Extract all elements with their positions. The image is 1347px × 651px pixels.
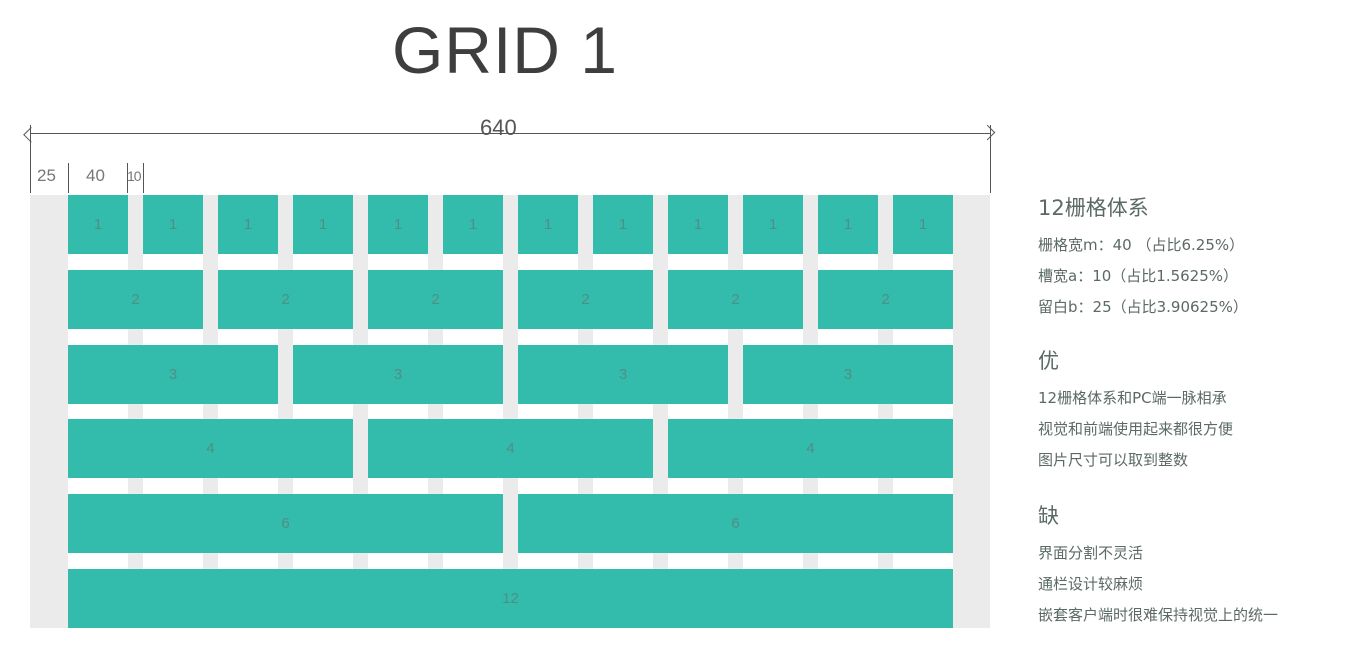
pros-line: 视觉和前端使用起来都很方便 xyxy=(1038,420,1234,438)
grid-column xyxy=(68,195,128,628)
pros-line: 图片尺寸可以取到整数 xyxy=(1038,451,1189,469)
cons-line: 通栏设计较麻烦 xyxy=(1038,575,1144,593)
pros-section: 优 12栅格体系和PC端一脉相承 视觉和前端使用起来都很方便 图片尺寸可以取到整… xyxy=(1038,345,1278,476)
column-label: 40 xyxy=(86,166,105,185)
grid-block-span-1: 1 xyxy=(443,195,503,254)
grid-block-span-4: 4 xyxy=(668,419,953,478)
cons-line: 界面分割不灵活 xyxy=(1038,544,1144,562)
grid-block-span-1: 1 xyxy=(293,195,353,254)
grid-block-span-12: 12 xyxy=(68,569,953,628)
cons-section: 缺 界面分割不灵活 通栏设计较麻烦 嵌套客户端时很难保持视觉上的统一 xyxy=(1038,500,1278,631)
grid-column xyxy=(293,195,353,628)
pros-heading: 优 xyxy=(1038,349,1059,373)
grid-column xyxy=(893,195,953,628)
tick-right xyxy=(990,125,991,193)
grid-block-span-1: 1 xyxy=(593,195,653,254)
grid-block-span-1: 1 xyxy=(143,195,203,254)
cons-line: 嵌套客户端时很难保持视觉上的统一 xyxy=(1038,606,1279,624)
total-width-label: 640 xyxy=(480,115,517,140)
grid-block-span-1: 1 xyxy=(518,195,578,254)
grid-column xyxy=(818,195,878,628)
grid-block-span-1: 1 xyxy=(68,195,128,254)
tick-col-end xyxy=(127,163,128,193)
grid-block-span-6: 6 xyxy=(68,494,503,553)
description-panel: 12栅格体系 栅格宽m：40 （占比6.25%） 槽宽a：10（占比1.5625… xyxy=(1038,192,1278,651)
grid-block-span-1: 1 xyxy=(368,195,428,254)
arrow-left-icon xyxy=(23,127,39,143)
grid-block-span-3: 3 xyxy=(743,345,953,404)
grid-column xyxy=(368,195,428,628)
grid-column xyxy=(143,195,203,628)
grid-diagram: 1 1 1 1 1 1 1 1 1 1 1 1 2 2 2 2 2 2 3 3 3 3 4 4 4 6 6 12 xyxy=(30,195,990,628)
grid-block-span-3: 3 xyxy=(68,345,278,404)
grid-column xyxy=(518,195,578,628)
grid-column xyxy=(668,195,728,628)
tick-left xyxy=(30,125,31,193)
system-line: 留白b：25（占比3.90625%） xyxy=(1038,298,1248,316)
tick-gutter-end xyxy=(143,163,144,193)
grid-block-span-3: 3 xyxy=(518,345,728,404)
grid-block-span-1: 1 xyxy=(818,195,878,254)
margin-label: 25 xyxy=(37,166,56,185)
cons-heading: 缺 xyxy=(1038,504,1059,528)
system-line: 栅格宽m：40 （占比6.25%） xyxy=(1038,236,1245,254)
grid-block-span-2: 2 xyxy=(668,270,803,329)
system-heading: 12栅格体系 xyxy=(1038,196,1149,220)
grid-block-span-2: 2 xyxy=(518,270,653,329)
arrow-right-icon xyxy=(979,124,996,141)
grid-block-span-2: 2 xyxy=(218,270,353,329)
total-width-line xyxy=(30,133,990,134)
grid-column xyxy=(218,195,278,628)
grid-block-span-2: 2 xyxy=(818,270,953,329)
grid-block-span-1: 1 xyxy=(893,195,953,254)
pros-line: 12栅格体系和PC端一脉相承 xyxy=(1038,389,1227,407)
grid-column xyxy=(443,195,503,628)
grid-block-span-3: 3 xyxy=(293,345,503,404)
grid-block-span-4: 4 xyxy=(368,419,653,478)
grid-column xyxy=(593,195,653,628)
tick-col-start xyxy=(68,163,69,193)
grid-block-span-1: 1 xyxy=(668,195,728,254)
grid-block-span-2: 2 xyxy=(68,270,203,329)
system-line: 槽宽a：10（占比1.5625%） xyxy=(1038,267,1239,285)
grid-block-span-1: 1 xyxy=(218,195,278,254)
gutter-label: 10 xyxy=(127,168,142,184)
system-section: 12栅格体系 栅格宽m：40 （占比6.25%） 槽宽a：10（占比1.5625… xyxy=(1038,192,1278,323)
page-title: GRID 1 xyxy=(391,13,619,87)
grid-column xyxy=(743,195,803,628)
grid-block-span-4: 4 xyxy=(68,419,353,478)
grid-block-span-2: 2 xyxy=(368,270,503,329)
grid-block-span-6: 6 xyxy=(518,494,953,553)
grid-block-span-1: 1 xyxy=(743,195,803,254)
